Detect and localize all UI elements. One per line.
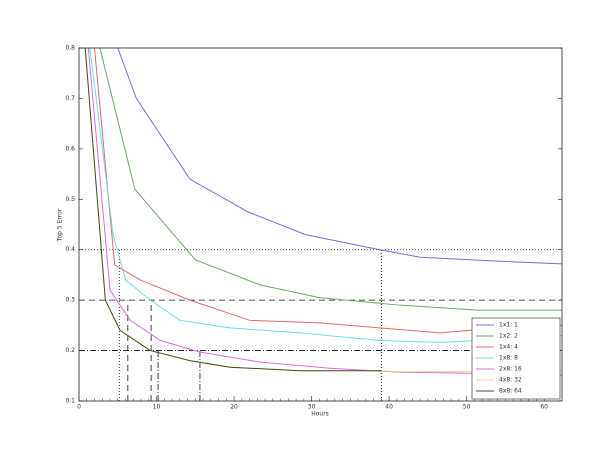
legend-label: 2x8: 16 <box>499 366 522 373</box>
legend-label: 8x8: 64 <box>499 388 522 395</box>
series-line <box>87 48 562 376</box>
y-axis-label: Top 5 Error <box>57 208 64 242</box>
legend-label: 1x1: 1 <box>499 322 518 329</box>
x-tick-label: 10 <box>153 404 161 411</box>
y-tick-label: 0.1 <box>65 398 75 405</box>
legend-label: 1x2: 2 <box>499 333 518 340</box>
series-line <box>84 48 382 372</box>
y-tick-label: 0.8 <box>65 45 75 52</box>
y-tick-label: 0.3 <box>65 297 75 304</box>
x-axis-label: Hours <box>311 411 329 418</box>
x-tick-label: 0 <box>77 404 81 411</box>
series-line <box>117 48 562 265</box>
y-tick-label: 0.4 <box>65 246 75 253</box>
y-tick-label: 0.2 <box>65 347 75 354</box>
legend-label: 1x4: 4 <box>499 344 518 351</box>
series-line <box>89 48 562 344</box>
x-tick-label: 20 <box>230 404 238 411</box>
y-tick-label: 0.5 <box>65 196 75 203</box>
y-tick-label: 0.6 <box>65 145 75 152</box>
legend-label: 4x8: 32 <box>499 377 522 384</box>
x-tick-label: 60 <box>540 404 548 411</box>
legend-label: 1x8: 8 <box>499 355 518 362</box>
series-line <box>99 48 562 311</box>
x-tick-label: 50 <box>463 404 471 411</box>
x-tick-label: 40 <box>385 404 393 411</box>
x-tick-label: 30 <box>308 404 316 411</box>
plot-frame <box>78 47 563 402</box>
series-line <box>94 48 562 334</box>
y-tick-label: 0.7 <box>65 95 75 102</box>
